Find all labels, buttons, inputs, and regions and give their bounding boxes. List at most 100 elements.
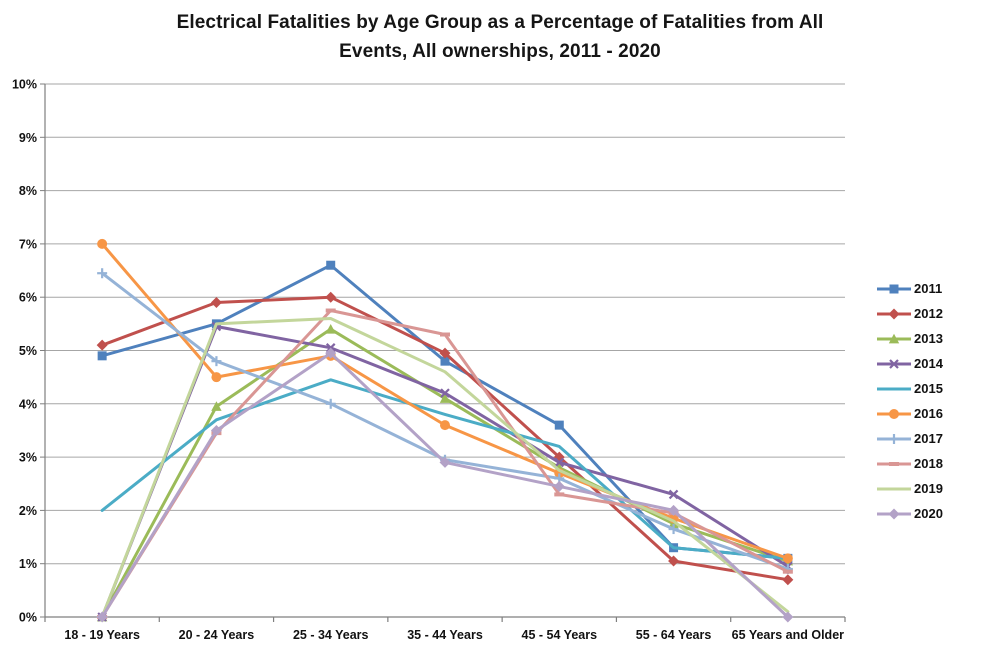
dash-marker bbox=[889, 461, 899, 466]
legend-key-2015 bbox=[877, 387, 911, 390]
series-2014 bbox=[97, 321, 793, 622]
circle-marker bbox=[782, 553, 793, 564]
series-2020 bbox=[96, 347, 794, 623]
y-axis-tick-label: 6% bbox=[19, 291, 37, 305]
legend-label: 2020 bbox=[914, 506, 943, 521]
x-marker bbox=[440, 388, 450, 398]
circle-marker bbox=[211, 372, 222, 383]
legend: 2011 2012 2013 2014 2015 2016 2017 2018 2019 2020 bbox=[876, 276, 943, 526]
chart-title: Electrical Fatalities by Age Group as a … bbox=[0, 8, 1000, 66]
legend-item-2018: 2018 bbox=[876, 451, 943, 476]
legend-key-2017 bbox=[877, 433, 911, 444]
y-axis-tick-label: 9% bbox=[19, 131, 37, 145]
legend-item-2016: 2016 bbox=[876, 401, 943, 426]
legend-label: 2012 bbox=[914, 306, 943, 321]
diamond-marker bbox=[439, 456, 451, 468]
x-axis-tick-label: 25 - 34 Years bbox=[293, 628, 369, 642]
y-axis-tick-label: 7% bbox=[19, 237, 37, 251]
legend-item-2015: 2015 bbox=[876, 376, 943, 401]
square-marker bbox=[440, 356, 450, 366]
y-axis-tick-label: 10% bbox=[12, 78, 37, 92]
legend-key-2011 bbox=[877, 284, 911, 293]
square-marker bbox=[889, 284, 899, 293]
legend-label: 2019 bbox=[914, 481, 943, 496]
x-axis-tick-label: 20 - 24 Years bbox=[179, 628, 255, 642]
square-marker bbox=[97, 351, 107, 361]
series-2015 bbox=[100, 378, 790, 560]
y-axis-tick-label: 3% bbox=[19, 451, 37, 465]
legend-key-2019 bbox=[877, 487, 911, 490]
x-axis-tick-label: 18 - 19 Years bbox=[64, 628, 140, 642]
x-axis-tick-label: 55 - 64 Years bbox=[636, 628, 712, 642]
diamond-marker bbox=[553, 480, 565, 492]
y-axis-tick-label: 5% bbox=[19, 344, 37, 358]
x-axis-tick-label: 65 Years and Older bbox=[732, 628, 844, 642]
series-2011 bbox=[97, 260, 793, 563]
diamond-marker bbox=[888, 308, 900, 319]
diamond-marker bbox=[668, 504, 680, 516]
triangle-marker bbox=[439, 393, 451, 403]
dash-marker bbox=[440, 332, 450, 337]
dash-marker bbox=[782, 569, 793, 574]
legend-key-2018 bbox=[877, 461, 911, 466]
x-axis-tick-label: 35 - 44 Years bbox=[407, 628, 483, 642]
diamond-marker bbox=[439, 347, 451, 359]
legend-item-2013: 2013 bbox=[876, 326, 943, 351]
x-marker bbox=[554, 457, 565, 468]
legend-label: 2017 bbox=[914, 431, 943, 446]
legend-item-2011: 2011 bbox=[876, 276, 943, 301]
legend-item-2014: 2014 bbox=[876, 351, 943, 376]
diamond-marker bbox=[210, 424, 222, 436]
x-marker bbox=[668, 489, 679, 500]
diamond-marker bbox=[888, 508, 900, 519]
legend-key-2012 bbox=[877, 308, 911, 319]
triangle-marker bbox=[211, 401, 222, 411]
triangle-marker bbox=[888, 333, 900, 343]
legend-item-2019: 2019 bbox=[876, 476, 943, 501]
square-marker bbox=[326, 260, 336, 270]
diamond-marker bbox=[668, 555, 680, 567]
circle-marker bbox=[440, 420, 450, 431]
legend-key-2013 bbox=[877, 333, 911, 343]
x-axis-tick-label: 45 - 54 Years bbox=[522, 628, 598, 642]
diamond-marker bbox=[210, 297, 222, 309]
y-axis-tick-label: 4% bbox=[19, 397, 37, 411]
series-2019 bbox=[100, 317, 790, 619]
dash-marker bbox=[554, 492, 565, 497]
y-axis-tick-label: 0% bbox=[19, 611, 37, 625]
circle-marker bbox=[889, 408, 899, 419]
dash-marker bbox=[325, 308, 336, 313]
legend-label: 2013 bbox=[914, 331, 943, 346]
diamond-marker bbox=[325, 291, 337, 303]
chart-title-line2: Events, All ownerships, 2011 - 2020 bbox=[339, 41, 661, 62]
legend-item-2020: 2020 bbox=[876, 501, 943, 526]
y-axis-tick-label: 2% bbox=[19, 504, 37, 518]
diamond-marker bbox=[782, 574, 794, 586]
legend-item-2012: 2012 bbox=[876, 301, 943, 326]
legend-label: 2016 bbox=[914, 406, 943, 421]
y-axis-tick-label: 8% bbox=[19, 184, 37, 198]
series-line-2019 bbox=[100, 317, 790, 619]
legend-key-2014 bbox=[877, 358, 911, 369]
diamond-marker bbox=[325, 347, 337, 359]
legend-key-2016 bbox=[877, 408, 911, 419]
y-axis-tick-label: 1% bbox=[19, 557, 37, 571]
legend-key-2020 bbox=[877, 508, 911, 519]
diamond-marker bbox=[96, 339, 108, 351]
legend-label: 2014 bbox=[914, 356, 943, 371]
series-line-2014 bbox=[100, 325, 790, 619]
square-marker bbox=[554, 420, 564, 430]
diamond-marker bbox=[96, 611, 108, 623]
chart-title-line1: Electrical Fatalities by Age Group as a … bbox=[176, 12, 824, 33]
series-line-2015 bbox=[100, 378, 790, 560]
series-line-2011 bbox=[100, 263, 790, 560]
legend-label: 2011 bbox=[914, 281, 943, 296]
legend-item-2017: 2017 bbox=[876, 426, 943, 451]
circle-marker bbox=[97, 238, 108, 249]
diamond-marker bbox=[782, 611, 794, 623]
triangle-marker bbox=[325, 323, 336, 334]
legend-label: 2018 bbox=[914, 456, 943, 471]
series-line-2012 bbox=[100, 295, 790, 582]
